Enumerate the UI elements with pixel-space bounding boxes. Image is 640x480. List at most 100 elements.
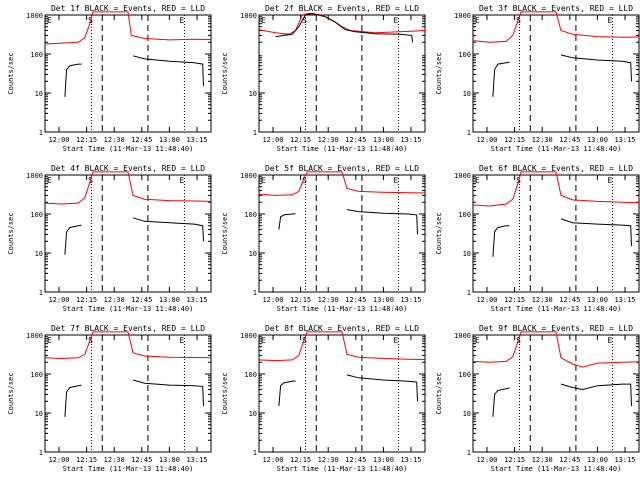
plot-frame	[258, 174, 426, 293]
series-events-black	[64, 217, 204, 255]
y-axis-label: Counts/sec	[221, 212, 229, 254]
plot-frame	[258, 14, 426, 133]
x-tick-label: 12:00	[48, 456, 69, 464]
series-lld-red	[472, 171, 640, 207]
x-axis-label: Start Time (11-Mar-13 11:48:40)	[277, 465, 408, 473]
y-tick-label: 1	[253, 129, 257, 137]
marker-mid: S	[302, 176, 307, 185]
x-tick-label: 13:00	[587, 136, 608, 144]
x-axis-label: Start Time (11-Mar-13 11:48:40)	[491, 465, 622, 473]
y-axis-label: Counts/sec	[221, 52, 229, 94]
series-events-black	[64, 379, 204, 417]
x-axis-label: Start Time (11-Mar-13 11:48:40)	[63, 145, 194, 153]
x-tick-label: 13:15	[400, 296, 421, 304]
marker-start: E	[261, 16, 266, 25]
y-axis-label: Counts/sec	[7, 212, 15, 254]
x-tick-label: 12:15	[504, 456, 525, 464]
y-tick-label: 10	[249, 410, 257, 418]
x-tick-label: 12:30	[532, 136, 553, 144]
plot-frame	[44, 334, 212, 453]
series-events-black	[492, 54, 632, 97]
y-tick-label: 100	[30, 211, 43, 219]
y-axis-label: Counts/sec	[7, 372, 15, 414]
panel-det-1: Det 1f BLACK = Events, RED = LLD 1 10 100 10…	[7, 4, 212, 153]
plot-frame	[44, 174, 212, 293]
marker-end: E	[607, 16, 612, 25]
y-tick-label: 1	[39, 449, 43, 457]
panel-title: Det 9f BLACK = Events, RED = LLD	[479, 324, 633, 333]
plot-frame	[258, 334, 426, 453]
x-axis-label: Start Time (11-Mar-13 11:48:40)	[63, 465, 194, 473]
x-tick-label: 12:45	[345, 456, 366, 464]
y-tick-label: 10	[249, 250, 257, 258]
y-tick-label: 1	[253, 449, 257, 457]
x-tick-label: 12:45	[131, 456, 152, 464]
panel-det-8: Det 8f BLACK = Events, RED = LLD 1 10 100 10…	[221, 324, 426, 473]
plot-frame	[472, 334, 640, 453]
y-tick-label: 1000	[240, 12, 257, 20]
series-lld-red	[258, 12, 426, 35]
marker-mid: S	[516, 16, 521, 25]
y-axis-label: Counts/sec	[221, 372, 229, 414]
x-tick-label: 12:00	[476, 456, 497, 464]
series-lld-red	[258, 171, 426, 196]
marker-start: E	[47, 176, 52, 185]
series-events-black	[64, 55, 204, 97]
y-tick-label: 100	[30, 51, 43, 59]
marker-start: E	[475, 16, 480, 25]
y-tick-label: 10	[463, 250, 471, 258]
x-tick-label: 13:00	[373, 456, 394, 464]
series-lld-red	[44, 171, 212, 205]
panel-title: Det 8f BLACK = Events, RED = LLD	[265, 324, 419, 333]
y-tick-label: 1	[39, 289, 43, 297]
x-tick-label: 13:00	[159, 456, 180, 464]
x-tick-label: 13:15	[400, 136, 421, 144]
y-tick-label: 10	[35, 250, 43, 258]
x-tick-label: 12:45	[345, 296, 366, 304]
x-tick-label: 13:00	[587, 456, 608, 464]
marker-mid: S	[302, 16, 307, 25]
y-tick-label: 10	[463, 90, 471, 98]
x-tick-label: 13:15	[614, 136, 635, 144]
series-lld-red	[472, 331, 640, 368]
x-tick-label: 12:00	[476, 136, 497, 144]
panel-det-3: Det 3f BLACK = Events, RED = LLD 1 10 100 10…	[435, 4, 640, 153]
x-tick-label: 12:45	[559, 136, 580, 144]
y-axis-label: Counts/sec	[435, 212, 443, 254]
x-tick-label: 13:00	[373, 136, 394, 144]
x-tick-label: 13:15	[186, 136, 207, 144]
plot-frame	[44, 14, 212, 133]
marker-end: E	[179, 336, 184, 345]
x-tick-label: 12:30	[318, 136, 339, 144]
panel-title: Det 1f BLACK = Events, RED = LLD	[51, 4, 205, 13]
x-tick-label: 12:15	[290, 136, 311, 144]
x-tick-label: 12:15	[76, 456, 97, 464]
marker-mid: S	[88, 336, 93, 345]
x-tick-label: 12:30	[318, 456, 339, 464]
y-tick-label: 10	[463, 410, 471, 418]
marker-mid: S	[302, 336, 307, 345]
y-tick-label: 1000	[454, 172, 471, 180]
x-tick-label: 12:15	[290, 296, 311, 304]
x-tick-label: 13:15	[614, 296, 635, 304]
x-tick-label: 12:30	[104, 296, 125, 304]
panel-title: Det 3f BLACK = Events, RED = LLD	[479, 4, 633, 13]
y-tick-label: 1	[467, 289, 471, 297]
x-tick-label: 12:00	[262, 296, 283, 304]
y-axis-label: Counts/sec	[7, 52, 15, 94]
x-axis-label: Start Time (11-Mar-13 11:48:40)	[277, 305, 408, 313]
panel-title: Det 2f BLACK = Events, RED = LLD	[265, 4, 419, 13]
x-tick-label: 12:30	[318, 296, 339, 304]
marker-end: E	[393, 16, 398, 25]
panel-title: Det 4f BLACK = Events, RED = LLD	[51, 164, 205, 173]
panel-det-5: Det 5f BLACK = Events, RED = LLD 1 10 100 10…	[221, 164, 426, 313]
x-tick-label: 12:45	[345, 136, 366, 144]
x-axis-label: Start Time (11-Mar-13 11:48:40)	[491, 145, 622, 153]
y-tick-label: 10	[35, 90, 43, 98]
x-tick-label: 12:15	[504, 136, 525, 144]
x-tick-label: 12:15	[504, 296, 525, 304]
panel-title: Det 5f BLACK = Events, RED = LLD	[265, 164, 419, 173]
marker-end: E	[607, 336, 612, 345]
y-tick-label: 1000	[454, 332, 471, 340]
